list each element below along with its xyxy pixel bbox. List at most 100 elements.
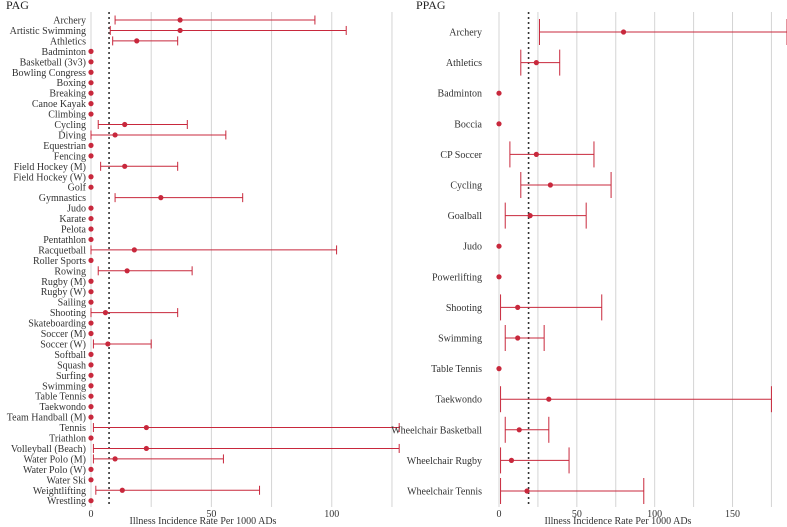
pag-row-label: Rugby (W) bbox=[41, 287, 86, 298]
pag-row-label: Sailing bbox=[58, 298, 86, 309]
pag-point bbox=[122, 163, 128, 169]
pag-row: Archery bbox=[53, 15, 316, 27]
ppag-row: Athletics bbox=[446, 49, 561, 76]
ppag-point bbox=[515, 335, 521, 341]
ppag-row: Goalball bbox=[448, 202, 587, 229]
pag-row-label: Field Hockey (M) bbox=[14, 162, 86, 173]
pag-row: Weightlifting bbox=[33, 485, 261, 497]
pag-point bbox=[88, 226, 94, 232]
pag-row: Field Hockey (M) bbox=[14, 161, 179, 173]
ppag-row-label: Wheelchair Basketball bbox=[391, 425, 482, 436]
pag-row-label: Pentathlon bbox=[43, 235, 86, 246]
pag-row: Rowing bbox=[54, 266, 193, 277]
pag-row-label: Shooting bbox=[50, 308, 86, 319]
pag-point bbox=[88, 111, 94, 117]
pag-row: Soccer (W) bbox=[40, 339, 152, 350]
pag-row-label: Team Handball (M) bbox=[7, 413, 86, 424]
pag-point bbox=[88, 393, 94, 399]
pag-point bbox=[88, 101, 94, 107]
pag-row: Surfing bbox=[56, 371, 94, 382]
pag-row-label: Squash bbox=[57, 360, 86, 371]
pag-row-label: Weightlifting bbox=[33, 486, 86, 497]
pag-row: Judo bbox=[67, 204, 94, 215]
ppag-row-label: Goalball bbox=[448, 211, 483, 222]
ppag-row-label: Boccia bbox=[454, 119, 482, 130]
pag-row-label: Soccer (W) bbox=[40, 339, 86, 350]
pag-row: Climbing bbox=[48, 110, 94, 121]
ppag-x-tick-label: 50 bbox=[572, 509, 582, 520]
pag-point bbox=[88, 414, 94, 420]
pag-point bbox=[88, 278, 94, 284]
ppag-point bbox=[524, 488, 530, 494]
pag-point bbox=[119, 487, 125, 493]
ppag-x-tick-label: 150 bbox=[725, 509, 740, 520]
ppag-row: Taekwondo bbox=[435, 386, 772, 413]
pag-panel: PAG Illness Incidence Rate Per 1000 ADs … bbox=[6, 0, 400, 527]
pag-row-label: Tennis bbox=[59, 423, 86, 434]
pag-point bbox=[131, 247, 137, 253]
pag-point bbox=[88, 435, 94, 441]
pag-point bbox=[88, 330, 94, 337]
ppag-row-label: Wheelchair Tennis bbox=[407, 487, 482, 498]
pag-row-label: Field Hockey (W) bbox=[13, 172, 86, 183]
pag-point bbox=[143, 424, 149, 431]
ppag-row: Archery bbox=[449, 19, 787, 45]
pag-row-label: Swimming bbox=[42, 381, 86, 392]
pag-row: Gymnastics bbox=[39, 193, 244, 204]
pag-row-label: Water Polo (W) bbox=[23, 465, 86, 476]
ppag-row-label: Table Tennis bbox=[431, 364, 482, 375]
pag-row-label: Rowing bbox=[54, 266, 86, 277]
pag-point bbox=[88, 174, 94, 180]
pag-row-label: Judo bbox=[67, 204, 86, 215]
pag-row: Soccer (M) bbox=[41, 329, 94, 340]
pag-row-label: Canoe Kayak bbox=[32, 99, 86, 110]
ppag-row: Swimming bbox=[438, 325, 545, 351]
pag-row: Racquetball bbox=[38, 245, 338, 256]
pag-point bbox=[102, 310, 109, 316]
pag-row: Wrestling bbox=[47, 496, 94, 507]
pag-row: Swimming bbox=[42, 381, 94, 392]
pag-row-label: Golf bbox=[68, 183, 87, 194]
pag-point bbox=[122, 121, 128, 128]
ppag-point bbox=[516, 427, 522, 433]
pag-point bbox=[105, 341, 111, 347]
ppag-point bbox=[508, 457, 515, 463]
ppag-x-axis-label: Illness Incidence Rate Per 1000 ADs bbox=[545, 516, 692, 527]
pag-point bbox=[88, 257, 94, 263]
pag-row: Tennis bbox=[59, 423, 400, 434]
pag-point bbox=[88, 59, 94, 65]
pag-point bbox=[88, 184, 94, 190]
pag-row: Skateboarding bbox=[28, 319, 94, 330]
pag-row: Sailing bbox=[58, 298, 94, 309]
pag-point bbox=[143, 445, 149, 452]
ppag-point bbox=[496, 274, 502, 280]
ppag-panel: PPAG Illness Incidence Rate Per 1000 ADs… bbox=[391, 0, 787, 527]
pag-row-label: Artistic Swimming bbox=[10, 26, 86, 37]
ppag-row: Badminton bbox=[438, 89, 502, 100]
ppag-point bbox=[546, 396, 552, 402]
pag-row-label: Table Tennis bbox=[35, 392, 86, 403]
pag-row: Athletics bbox=[50, 36, 179, 47]
pag-row: Fencing bbox=[54, 151, 94, 162]
ppag-point bbox=[527, 213, 533, 219]
pag-row-label: Wrestling bbox=[47, 496, 86, 507]
pag-point bbox=[88, 299, 94, 305]
pag-row-label: Taekwondo bbox=[39, 402, 86, 413]
pag-row: Volleyball (Beach) bbox=[11, 443, 400, 455]
pag-point bbox=[88, 153, 94, 159]
pag-row: Basketball (3v3) bbox=[20, 57, 94, 68]
pag-row: Canoe Kayak bbox=[32, 99, 94, 110]
pag-row: Softball bbox=[54, 350, 94, 361]
ppag-row-label: Shooting bbox=[446, 303, 482, 314]
ppag-row: Wheelchair Rugby bbox=[407, 447, 570, 474]
pag-row-label: Water Polo (M) bbox=[23, 454, 86, 465]
pag-point bbox=[88, 404, 94, 410]
ppag-gridlines bbox=[498, 12, 772, 507]
pag-row-label: Soccer (M) bbox=[41, 329, 86, 340]
pag-row-label: Athletics bbox=[50, 36, 86, 47]
pag-row-label: Equestrian bbox=[43, 141, 86, 152]
pag-row: Bowling Congress bbox=[12, 68, 94, 79]
pag-x-tick-label: 100 bbox=[324, 509, 339, 520]
ppag-row: Wheelchair Tennis bbox=[407, 478, 645, 504]
pag-row-label: Basketball (3v3) bbox=[20, 57, 86, 68]
